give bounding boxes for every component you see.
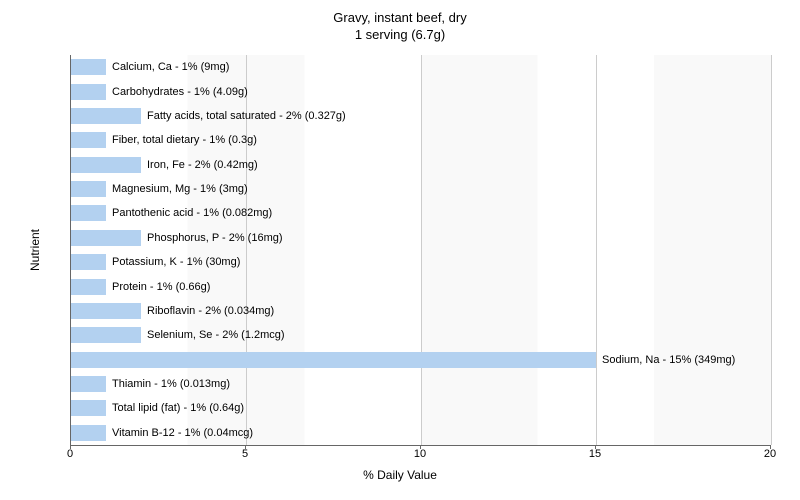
plot-area: Calcium, Ca - 1% (9mg) Carbohydrates - 1%… bbox=[70, 55, 771, 446]
x-tick-label: 5 bbox=[242, 448, 248, 460]
bar bbox=[71, 157, 141, 173]
bar bbox=[71, 59, 106, 75]
bar-label: Iron, Fe - 2% (0.42mg) bbox=[147, 159, 258, 171]
bar-label: Total lipid (fat) - 1% (0.64g) bbox=[112, 402, 244, 414]
bar-row: Thiamin - 1% (0.013mg) bbox=[71, 376, 230, 392]
x-tick-label: 20 bbox=[764, 448, 776, 460]
bar bbox=[71, 425, 106, 441]
bar bbox=[71, 279, 106, 295]
bar bbox=[71, 205, 106, 221]
x-tick-label: 0 bbox=[67, 448, 73, 460]
bar-label: Selenium, Se - 2% (1.2mcg) bbox=[147, 329, 285, 341]
bar-label: Sodium, Na - 15% (349mg) bbox=[602, 354, 735, 366]
bar-row: Iron, Fe - 2% (0.42mg) bbox=[71, 157, 258, 173]
bar-label: Riboflavin - 2% (0.034mg) bbox=[147, 305, 274, 317]
bar bbox=[71, 400, 106, 416]
gridline bbox=[771, 55, 772, 445]
bar-label: Vitamin B-12 - 1% (0.04mcg) bbox=[112, 427, 253, 439]
bar-row: Fatty acids, total saturated - 2% (0.327… bbox=[71, 108, 346, 124]
bar-row: Calcium, Ca - 1% (9mg) bbox=[71, 59, 229, 75]
bar-row: Magnesium, Mg - 1% (3mg) bbox=[71, 181, 248, 197]
x-axis-title: % Daily Value bbox=[0, 468, 800, 482]
gridline bbox=[421, 55, 422, 445]
bar-row: Riboflavin - 2% (0.034mg) bbox=[71, 303, 274, 319]
bar-row: Phosphorus, P - 2% (16mg) bbox=[71, 230, 283, 246]
bar bbox=[71, 254, 106, 270]
bar-row: Protein - 1% (0.66g) bbox=[71, 279, 210, 295]
bar-label: Carbohydrates - 1% (4.09g) bbox=[112, 86, 248, 98]
nutrient-chart: Gravy, instant beef, dry 1 serving (6.7g… bbox=[0, 0, 800, 500]
bar-label: Potassium, K - 1% (30mg) bbox=[112, 256, 240, 268]
bar-row: Pantothenic acid - 1% (0.082mg) bbox=[71, 205, 272, 221]
bar-label: Phosphorus, P - 2% (16mg) bbox=[147, 232, 283, 244]
bar-row: Total lipid (fat) - 1% (0.64g) bbox=[71, 400, 244, 416]
bar-row: Fiber, total dietary - 1% (0.3g) bbox=[71, 132, 257, 148]
chart-title-line2: 1 serving (6.7g) bbox=[0, 27, 800, 44]
bar-label: Fiber, total dietary - 1% (0.3g) bbox=[112, 134, 257, 146]
bar-row: Selenium, Se - 2% (1.2mcg) bbox=[71, 327, 285, 343]
bar bbox=[71, 303, 141, 319]
bar bbox=[71, 230, 141, 246]
x-tick-label: 10 bbox=[414, 448, 426, 460]
bar bbox=[71, 181, 106, 197]
x-tick-label: 15 bbox=[589, 448, 601, 460]
bar bbox=[71, 376, 106, 392]
y-axis-title: Nutrient bbox=[28, 229, 42, 271]
bar-label: Magnesium, Mg - 1% (3mg) bbox=[112, 183, 248, 195]
bar-row: Carbohydrates - 1% (4.09g) bbox=[71, 84, 248, 100]
gridline bbox=[596, 55, 597, 445]
chart-title-line1: Gravy, instant beef, dry bbox=[0, 10, 800, 27]
bar bbox=[71, 108, 141, 124]
bar-label: Fatty acids, total saturated - 2% (0.327… bbox=[147, 110, 346, 122]
bar bbox=[71, 352, 596, 368]
bar-row: Vitamin B-12 - 1% (0.04mcg) bbox=[71, 425, 253, 441]
bar-row: Potassium, K - 1% (30mg) bbox=[71, 254, 240, 270]
bar-row: Sodium, Na - 15% (349mg) bbox=[71, 352, 735, 368]
bar-label: Protein - 1% (0.66g) bbox=[112, 281, 210, 293]
bar-label: Calcium, Ca - 1% (9mg) bbox=[112, 61, 229, 73]
bar-label: Pantothenic acid - 1% (0.082mg) bbox=[112, 207, 272, 219]
bar bbox=[71, 132, 106, 148]
bar bbox=[71, 327, 141, 343]
bar-label: Thiamin - 1% (0.013mg) bbox=[112, 378, 230, 390]
chart-title-block: Gravy, instant beef, dry 1 serving (6.7g… bbox=[0, 0, 800, 44]
bar bbox=[71, 84, 106, 100]
